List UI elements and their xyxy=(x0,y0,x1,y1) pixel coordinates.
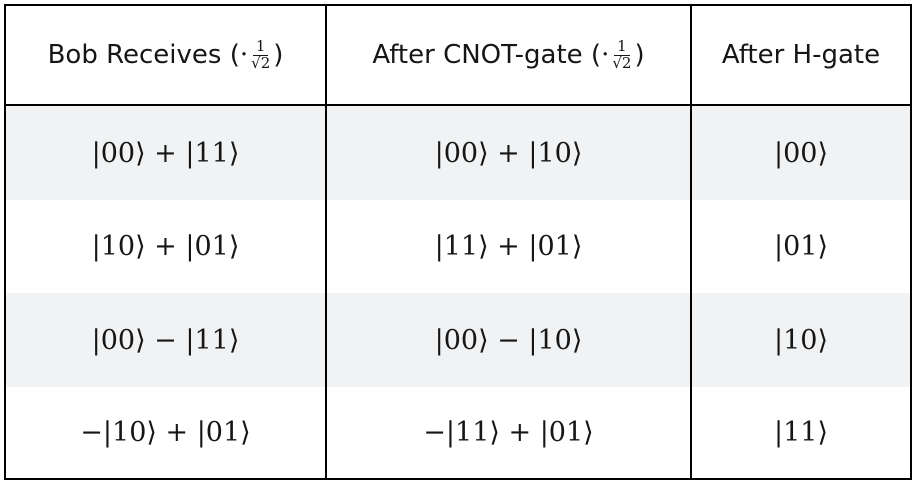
paren-open: ( xyxy=(590,40,602,70)
state-expression: |00⟩ + |10⟩ xyxy=(434,137,583,169)
table-cell-after-cnot: |11⟩ + |01⟩ xyxy=(327,200,692,293)
state-expression: |10⟩ xyxy=(774,324,828,356)
state-expression: |10⟩ + |01⟩ xyxy=(91,231,240,262)
state-expression: |00⟩ + |11⟩ xyxy=(91,137,240,169)
header-after-cnot: After CNOT-gate (· 1 √2) xyxy=(327,6,692,106)
state-expression: −|11⟩ + |01⟩ xyxy=(423,417,594,448)
table-cell-after-cnot: |00⟩ + |10⟩ xyxy=(327,106,692,200)
state-expression: |00⟩ xyxy=(774,137,828,169)
fraction: 1 √2 xyxy=(249,38,272,72)
state-expression: |00⟩ − |10⟩ xyxy=(434,324,583,356)
dot-operator: · xyxy=(239,40,249,70)
fraction-denominator: √2 xyxy=(612,53,632,72)
table-cell-after-h: |01⟩ xyxy=(692,200,910,293)
paren-close: ) xyxy=(634,40,645,70)
header-label: After H-gate xyxy=(721,40,881,70)
paren-open: ( xyxy=(229,40,240,70)
state-table: Bob Receives (· 1 √2) After CNOT-gate (· 1 √… xyxy=(4,4,912,480)
table-cell-after-h: |00⟩ xyxy=(692,106,910,200)
fraction-numerator: 1 xyxy=(252,38,269,56)
table-cell-received: |10⟩ + |01⟩ xyxy=(6,200,327,293)
table-cell-received: |00⟩ − |11⟩ xyxy=(6,293,327,387)
header-bob-receives: Bob Receives (· 1 √2) xyxy=(6,6,327,106)
dot-operator: · xyxy=(601,40,610,70)
state-expression: |01⟩ xyxy=(774,231,828,262)
state-expression: |11⟩ + |01⟩ xyxy=(434,231,583,262)
table-cell-received: |00⟩ + |11⟩ xyxy=(6,106,327,200)
header-label: After CNOT-gate xyxy=(372,40,583,70)
table-cell-after-cnot: |00⟩ − |10⟩ xyxy=(327,293,692,387)
table-cell-received: −|10⟩ + |01⟩ xyxy=(6,387,327,478)
state-expression: |00⟩ − |11⟩ xyxy=(91,324,240,356)
table-cell-after-cnot: −|11⟩ + |01⟩ xyxy=(327,387,692,478)
header-label: Bob Receives xyxy=(47,40,222,70)
table-cell-after-h: |11⟩ xyxy=(692,387,910,478)
header-after-h: After H-gate xyxy=(692,6,910,106)
table-cell-after-h: |10⟩ xyxy=(692,293,910,387)
state-expression: −|10⟩ + |01⟩ xyxy=(80,417,251,448)
fraction-denominator: √2 xyxy=(251,53,271,72)
fraction-numerator: 1 xyxy=(614,38,630,56)
state-expression: |11⟩ xyxy=(774,417,828,448)
paren-close: ) xyxy=(273,40,284,70)
fraction: 1 √2 xyxy=(610,38,633,72)
